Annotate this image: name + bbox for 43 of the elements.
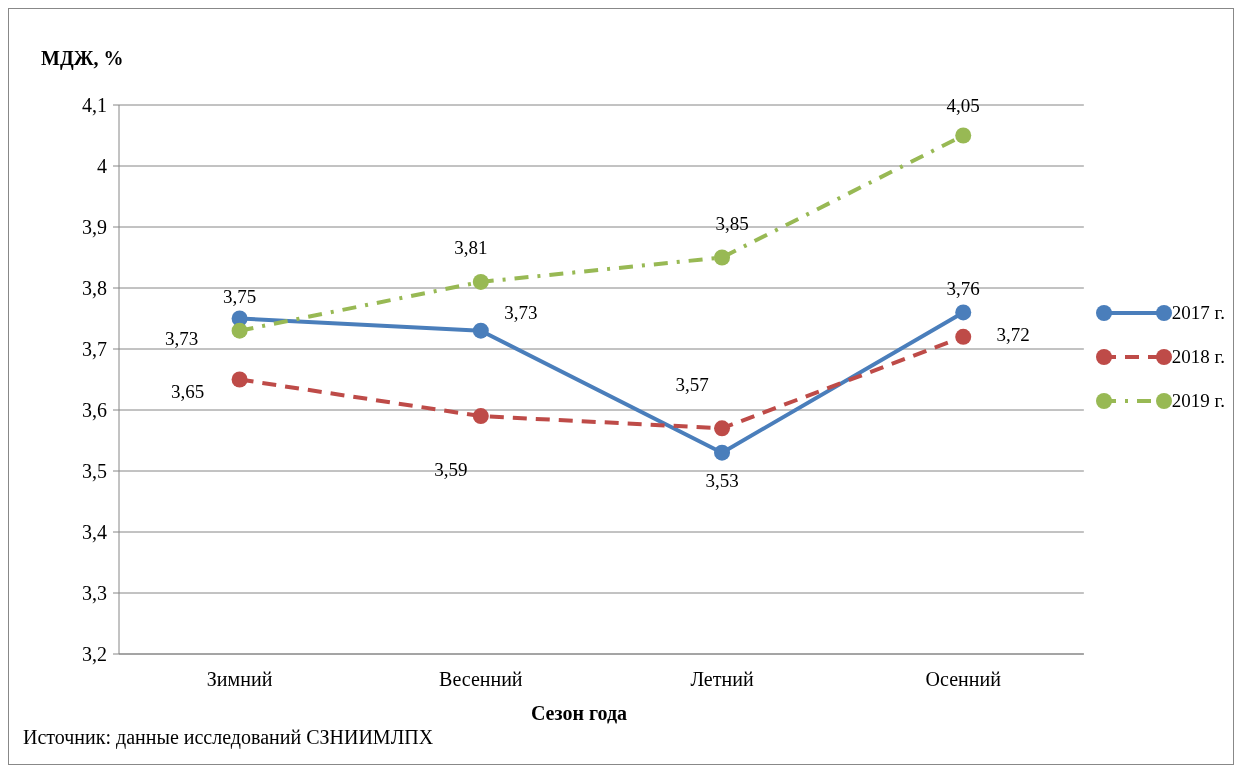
point bbox=[231, 322, 248, 339]
point bbox=[714, 249, 731, 266]
data-label: 3,73 bbox=[504, 302, 538, 324]
legend-label: 2018 г. bbox=[1171, 345, 1225, 368]
point bbox=[955, 127, 972, 144]
x-tick-label: Весенний bbox=[439, 668, 523, 691]
y-tick-label: 3,4 bbox=[82, 521, 107, 544]
text: Источник: данные исследований СЗНИИМЛПХ bbox=[23, 726, 434, 749]
data-label: 3,73 bbox=[164, 328, 199, 350]
y-axis-title: МДЖ, % bbox=[41, 47, 124, 70]
legend-label: 2019 г. bbox=[1171, 389, 1225, 412]
point bbox=[955, 328, 972, 345]
y-tick-label: 4,1 bbox=[82, 94, 107, 117]
y-tick-label: 3,3 bbox=[82, 582, 107, 605]
point bbox=[231, 371, 248, 388]
legend-label: 2017 г. bbox=[1171, 301, 1225, 324]
y-tick-label: 3,6 bbox=[82, 399, 107, 422]
y-tick-label: 3,2 bbox=[82, 643, 107, 666]
y-tick-label: 3,8 bbox=[82, 277, 107, 300]
data-label: 3,76 bbox=[946, 277, 980, 299]
y-tick-label: 4 bbox=[97, 155, 107, 178]
x-tick-label: Осенний bbox=[925, 668, 1002, 691]
data-label: 3,53 bbox=[705, 470, 739, 492]
y-tick-label: 3,9 bbox=[82, 216, 107, 239]
point bbox=[714, 420, 731, 437]
data-label: 3,65 bbox=[170, 380, 205, 402]
y-tick-label: 3,7 bbox=[82, 338, 107, 361]
data-label: 3,72 bbox=[996, 324, 1030, 346]
point bbox=[472, 322, 489, 339]
point bbox=[714, 444, 731, 461]
data-label: 3,85 bbox=[715, 212, 749, 234]
point bbox=[955, 304, 972, 321]
x-tick-label: Зимний bbox=[206, 668, 273, 691]
y-tick-label: 3,5 bbox=[82, 460, 107, 483]
data-label: 3,81 bbox=[454, 237, 488, 259]
data-label: 3,75 bbox=[222, 285, 257, 307]
x-tick-label: Летний bbox=[690, 668, 754, 691]
point bbox=[472, 408, 489, 425]
data-label: 4,05 bbox=[946, 94, 980, 116]
point bbox=[472, 273, 489, 290]
x-axis-title: Сезон года bbox=[529, 702, 629, 725]
data-label: 3,59 bbox=[434, 459, 468, 481]
data-label: 3,57 bbox=[675, 373, 709, 395]
